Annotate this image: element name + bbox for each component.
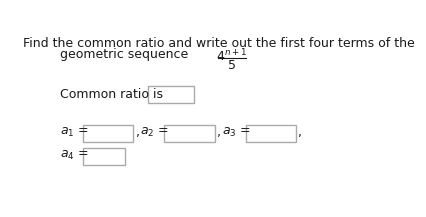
Text: geometric sequence: geometric sequence — [60, 48, 187, 61]
Text: 5: 5 — [227, 59, 235, 72]
Text: Common ratio is: Common ratio is — [60, 88, 162, 101]
Text: ,: , — [216, 126, 220, 139]
FancyBboxPatch shape — [245, 125, 295, 141]
Text: $a_2$ =: $a_2$ = — [140, 126, 169, 139]
Text: ,: , — [298, 126, 302, 139]
Text: $a_3$ =: $a_3$ = — [221, 126, 250, 139]
Text: Find the common ratio and write out the first four terms of the: Find the common ratio and write out the … — [23, 37, 413, 50]
Text: $a_4$ =: $a_4$ = — [60, 149, 88, 162]
FancyBboxPatch shape — [83, 148, 125, 165]
FancyBboxPatch shape — [164, 125, 214, 141]
Text: $4^{n+1}$: $4^{n+1}$ — [216, 48, 247, 64]
Text: ,: , — [135, 126, 139, 139]
Text: $a_1$ =: $a_1$ = — [60, 126, 88, 139]
FancyBboxPatch shape — [147, 86, 194, 103]
FancyBboxPatch shape — [83, 125, 133, 141]
